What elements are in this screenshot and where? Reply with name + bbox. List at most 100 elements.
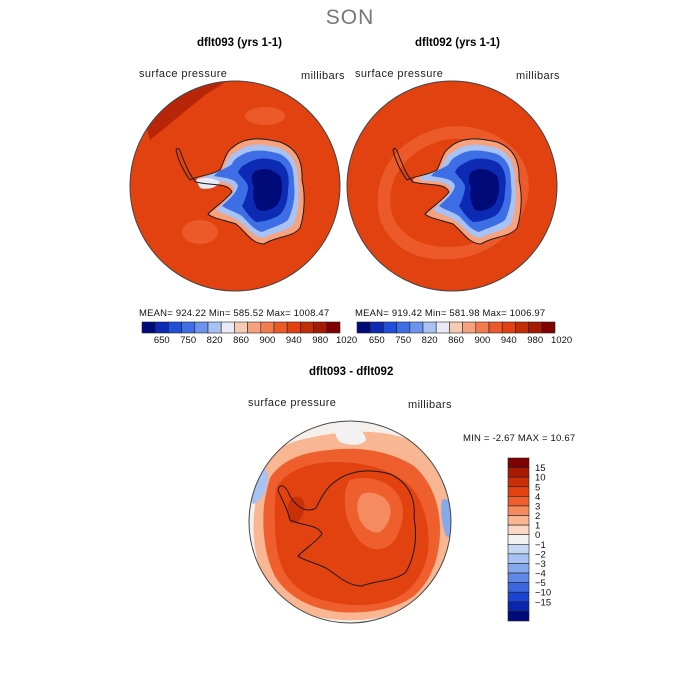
panel3-colorbar-swatch [507,563,530,574]
panel3-colorbar-swatch [507,534,530,545]
panel3-units-label: millibars [408,399,452,411]
panel3-colorbar-swatch [507,553,530,564]
panel3-contour-neg-b [441,499,451,538]
panel1-title: dflt093 (yrs 1-1) [197,37,283,49]
panel3-colorbar-tick-label: −3 [535,559,546,570]
panel3-colorbar-tick-label: −4 [535,569,546,580]
panel1-colorbar-swatch [300,321,314,334]
panel3-stats: MIN = -2.67 MAX = 10.67 [463,433,576,444]
panel3-contour-5 [357,492,391,533]
panel3-variable-label: surface pressure [248,397,337,409]
panel2-variable-label: surface pressure [355,68,444,80]
season-title: SON [325,6,375,29]
panel3-colorbar-tick-label: 4 [535,492,540,503]
panel2-colorbar-swatch [409,321,424,334]
panel3-colorbar-tick-label: 2 [535,511,540,522]
panel3-colorbar-swatch [507,601,530,612]
panel1-colorbar-tick-label: 750 [180,335,196,346]
panel2-colorbar-swatch [501,321,516,334]
panel2-colorbar-swatch [475,321,490,334]
panel2-colorbar-swatch [369,321,384,334]
panel3-colorbar-tick-label: −10 [535,588,551,599]
panel3-colorbar-swatch [507,467,530,478]
panel2-colorbar-swatch [541,321,556,334]
panel1-colorbar-swatch [168,321,182,334]
panel1-units-label: millibars [301,70,345,82]
panel1-colorbar-swatch [141,321,156,334]
panel3-colorbar-tick-label: 1 [535,521,540,532]
panel1-colorbar-tick-label: 820 [207,335,223,346]
panel1-colorbar-swatch [194,321,209,334]
panel2-colorbar-tick-label: 940 [501,335,517,346]
panel3-field [249,421,451,623]
panel3-colorbar-swatch [507,515,530,526]
panel2-colorbar-swatch [383,321,397,334]
panel2-colorbar-tick-label: 650 [369,335,385,346]
panel3-colorbar-swatch [507,457,530,468]
panel1-colorbar-tick-label: 860 [233,335,249,346]
panel2-colorbar-tick-label: 980 [527,335,543,346]
panel2-colorbar: 650 750 820 860 900 940 980 1020 [356,321,572,346]
panel2-units-label: millibars [516,70,560,82]
panel1-colorbar-swatch [207,321,222,334]
panel3-map-border [248,420,452,624]
panel3-colorbar-swatch [507,476,530,488]
panel2-colorbar-swatch [488,321,503,334]
panel2-colorbar-swatch [435,321,450,334]
panel1-contour-plateau [251,169,283,211]
panel1-colorbar-swatch [154,321,169,334]
panel1-colorbar-tick-label: 900 [259,335,275,346]
panel1-contour-b [245,107,285,125]
panel1-colorbar-tick-label: 940 [286,335,302,346]
panel2-colorbar-swatch [528,321,543,334]
panel1-colorbar-tick-label: 980 [312,335,328,346]
panel1-map-border [129,80,341,292]
panel3-colorbar-swatch [507,611,530,622]
panel2-colorbar-swatch [515,321,529,334]
panel3-contour-zero [335,423,366,445]
panel2-coastline [392,138,522,245]
panel3-colorbar-tick-label: −5 [535,578,546,589]
panel3-colorbar-tick-label: −2 [535,549,546,560]
panel2-colorbar-tick-label: 1020 [551,335,572,346]
panel3-colorbar-swatch [507,505,530,516]
panel1-stats: MEAN= 924.22 Min= 585.52 Max= 1008.47 [139,308,330,319]
panel3-colorbar-swatch [507,524,530,536]
panel3-colorbar-swatch [507,496,530,507]
panel1-colorbar-swatch [234,321,248,334]
panel3-map [248,420,452,624]
panel2-colorbar-swatch [396,321,411,334]
panel1-colorbar-swatch [313,321,328,334]
panel3-colorbar-tick-label: 15 [535,463,546,474]
panel1-map [129,80,341,292]
panel1-variable-label: surface pressure [139,68,228,80]
panel2-field [347,81,557,291]
panel3-colorbar-swatch [507,486,530,497]
panel1-colorbar-swatch [220,321,235,334]
panel1-contour-a [182,220,218,244]
panel2-colorbar-swatch [462,321,477,334]
panel3-colorbar-tick-label: −1 [535,540,546,551]
panel1-colorbar-swatch [181,321,196,334]
panel3-colorbar-tick-label: 0 [535,530,540,541]
panel3-contour-6 [287,496,305,524]
panel3-title: dflt093 - dflt092 [309,366,394,378]
panel3-colorbar-tick-label: 3 [535,501,540,512]
panel1-colorbar-swatch [326,321,341,334]
panel2-colorbar-swatch [356,321,371,334]
panel3-colorbar-tick-label: 5 [535,482,540,493]
panel1-colorbar-swatch [247,321,262,334]
panel3-colorbar-tick-label: 10 [535,473,546,484]
panel1-colorbar-swatch [273,321,288,334]
panel2-colorbar-swatch [422,321,437,334]
panel3-coastline [277,470,417,587]
panel3-colorbar-swatch [507,543,530,555]
panel1-colorbar-swatch [260,321,275,334]
panel2-map [346,80,558,292]
panel1-coastline [175,138,305,245]
panel1-colorbar: 650 750 820 860 900 940 980 1020 [141,321,357,346]
panel2-map-border [346,80,558,292]
panel3-colorbar-swatch [507,591,530,603]
